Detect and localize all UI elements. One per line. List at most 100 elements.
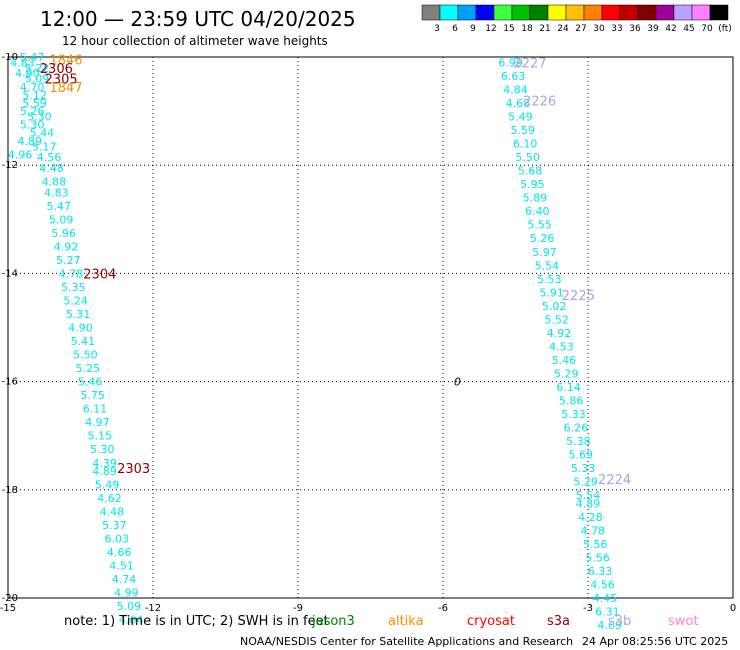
swh-value: 4.89 xyxy=(92,465,117,478)
x-tick-label: -15 xyxy=(0,603,16,614)
colorbar-label: 45 xyxy=(683,24,694,34)
colorbar-swatch xyxy=(583,4,603,21)
colorbar-label: 36 xyxy=(629,24,641,34)
swh-value: 6.31 xyxy=(595,606,620,619)
footnote: note: 1) Time is in UTC; 2) SWH is in fe… xyxy=(64,614,329,629)
x-tick-label: -12 xyxy=(145,603,161,614)
swh-value: 5.37 xyxy=(102,519,127,532)
pass-label: 2224 xyxy=(598,473,631,488)
colorbar-label: 70 xyxy=(701,24,713,34)
swh-value: 6.40 xyxy=(525,205,550,218)
swh-value: 5.56 xyxy=(583,538,608,551)
swh-value: 5.75 xyxy=(80,389,105,402)
colorbar-label: 42 xyxy=(665,24,676,34)
swh-value: 4.64 xyxy=(119,614,144,627)
swh-value: 4.90 xyxy=(68,322,93,335)
y-tick-label: -12 xyxy=(2,160,18,171)
swh-value: 4.48 xyxy=(100,505,125,518)
colorbar-label: 30 xyxy=(593,24,605,34)
swh-value: 4.88 xyxy=(42,175,67,188)
swh-value: 4.83 xyxy=(44,186,69,199)
colorbar-label: 18 xyxy=(521,24,533,34)
colorbar-swatch xyxy=(601,4,621,21)
swh-value: 4.78 xyxy=(581,524,606,537)
swh-value: 5.96 xyxy=(51,227,76,240)
swh-value: 5.46 xyxy=(552,354,577,367)
colorbar-label: 21 xyxy=(539,24,550,34)
x-tick-label: 0 xyxy=(730,603,736,614)
swh-value: 6.33 xyxy=(588,565,613,578)
swh-value: 6.10 xyxy=(513,138,538,151)
pass-label: 2225 xyxy=(562,289,595,304)
swh-value: 4.92 xyxy=(547,327,572,340)
chart-subtitle: 12 hour collection of altimeter wave hei… xyxy=(62,34,328,48)
swh-value: 4.56 xyxy=(590,578,615,591)
swh-value: 5.33 xyxy=(561,408,586,421)
swh-value: 5.02 xyxy=(542,300,567,313)
swh-values: 5.474.835.224.905.094.705.125.595.265.30… xyxy=(8,51,622,632)
swh-value: 5.49 xyxy=(95,478,120,491)
swh-value: 6.26 xyxy=(564,422,589,435)
colorbar-swatch xyxy=(511,4,531,21)
swh-value: 5.17 xyxy=(32,140,57,153)
colorbar-swatch xyxy=(457,4,477,21)
x-tick-label: -3 xyxy=(583,603,593,614)
swh-value: 5.26 xyxy=(20,105,45,118)
swh-value: 6.03 xyxy=(105,532,130,545)
swh-value: 5.50 xyxy=(73,349,98,362)
y-tick-label: -20 xyxy=(2,593,18,604)
x-tick-label: -9 xyxy=(293,603,303,614)
colorbar-label: (ft) xyxy=(718,24,732,34)
colorbar-swatch xyxy=(529,4,549,21)
colorbar-label: 15 xyxy=(503,24,514,34)
swh-value: 4.89 xyxy=(576,497,601,510)
swh-value: 4.56 xyxy=(37,151,62,164)
swh-value: 4.92 xyxy=(54,240,79,253)
swh-value: 6.63 xyxy=(501,70,526,83)
y-tick-label: -14 xyxy=(2,268,18,279)
colorbar-swatch xyxy=(493,4,513,21)
swh-value: 5.55 xyxy=(527,219,552,232)
swh-value: 5.54 xyxy=(535,259,560,272)
swh-value: 4.78 xyxy=(59,267,84,280)
colorbar-swatch xyxy=(673,4,693,21)
swh-value: 5.33 xyxy=(571,462,596,475)
colorbar-swatch xyxy=(637,4,657,21)
colorbar-swatch xyxy=(475,4,495,21)
swh-value: 5.47 xyxy=(20,51,45,64)
swh-value: 5.49 xyxy=(508,111,533,124)
swh-value: 5.29 xyxy=(573,476,598,489)
swh-value: 5.91 xyxy=(540,286,565,299)
swh-value: 5.68 xyxy=(518,165,543,178)
swh-value: 5.09 xyxy=(117,600,142,613)
swh-value: 5.30 xyxy=(90,443,115,456)
satellite-legend-cryosat: cryosat xyxy=(467,614,515,629)
satellite-legend-s3b: s3b xyxy=(608,614,631,629)
swh-value: 5.50 xyxy=(515,151,540,164)
swh-value: 4.83 xyxy=(10,56,35,69)
swh-value: 5.59 xyxy=(511,124,536,137)
pass-label: 1846 xyxy=(49,54,82,69)
colorbar-swatch xyxy=(709,4,729,21)
swh-value: 4.74 xyxy=(112,573,137,586)
grid-lines xyxy=(8,57,733,598)
swh-value: 6.11 xyxy=(83,403,108,416)
annotation-label: 0 xyxy=(454,376,461,389)
swh-value: 5.24 xyxy=(63,294,88,307)
pass-label: 2303 xyxy=(117,462,150,477)
swh-value: 4.53 xyxy=(549,340,574,353)
swh-value: 5.47 xyxy=(47,200,72,213)
swh-value: 5.12 xyxy=(22,89,47,102)
satellite-legend-altika: altika xyxy=(388,614,424,629)
swh-value: 4.97 xyxy=(85,416,110,429)
swh-value: 4.48 xyxy=(39,162,64,175)
swh-value: 4.69 xyxy=(598,619,623,632)
pass-label: 2227 xyxy=(513,56,546,71)
swh-value: 4.45 xyxy=(593,592,618,605)
colorbar-swatch xyxy=(619,4,639,21)
axis-ticks: -15 -12 -9 -6 -3 0 -10 -12 -14 -16 -18 -20 xyxy=(0,52,736,614)
credit-text: NOAA/NESDIS Center for Satellite Applica… xyxy=(240,635,573,648)
colorbar-label: 9 xyxy=(470,24,476,34)
